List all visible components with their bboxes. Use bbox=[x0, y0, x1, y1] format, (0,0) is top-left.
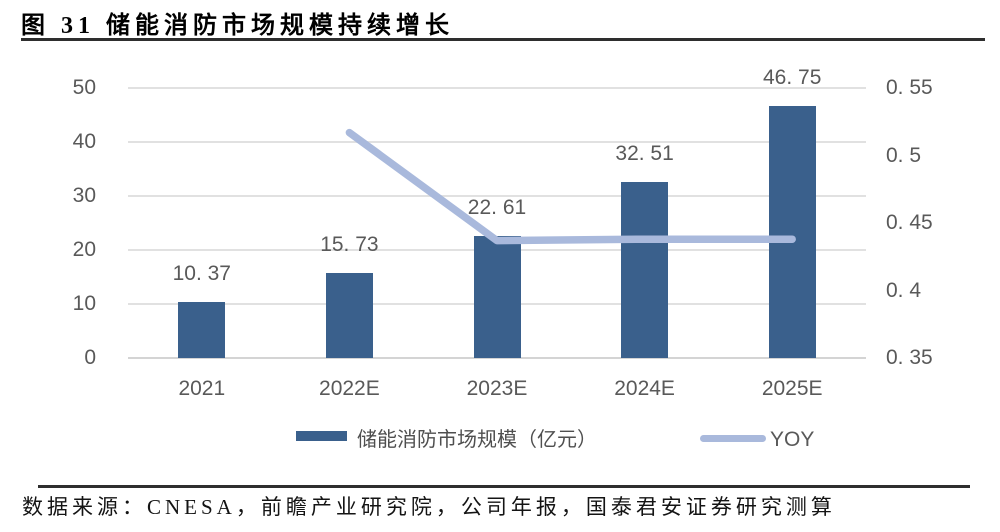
gridline bbox=[128, 141, 866, 143]
bar bbox=[178, 302, 226, 358]
gridline bbox=[128, 357, 866, 360]
bar-value-label: 22. 61 bbox=[467, 195, 527, 219]
legend-line-label: YOY bbox=[770, 428, 815, 451]
bar bbox=[473, 235, 521, 358]
bar-value-label: 15. 73 bbox=[320, 233, 379, 257]
bar-value-label: 10. 37 bbox=[172, 262, 231, 285]
source-divider bbox=[38, 485, 970, 488]
title-divider bbox=[21, 38, 985, 41]
source-note: 数据来源：CNESA，前瞻产业研究院，公司年报，国泰君安证券研究测算 bbox=[22, 495, 836, 519]
y-axis-left-label: 20 bbox=[72, 238, 96, 261]
y-axis-left-label: 50 bbox=[72, 76, 96, 99]
x-axis-label: 2023E bbox=[466, 377, 528, 400]
bar bbox=[621, 182, 669, 358]
legend-bar-label: 储能消防市场规模（亿元） bbox=[357, 429, 597, 451]
y-axis-left-label: 40 bbox=[72, 130, 96, 153]
y-axis-right-label: 0. 35 bbox=[886, 346, 933, 369]
gridline bbox=[128, 87, 866, 89]
bar bbox=[325, 273, 373, 358]
y-axis-left-label: 0 bbox=[84, 346, 96, 369]
y-axis-right-label: 0. 5 bbox=[886, 143, 922, 167]
y-axis-left-label: 30 bbox=[72, 184, 96, 207]
y-axis-left-label: 10 bbox=[72, 292, 96, 315]
y-axis-right-label: 0. 45 bbox=[886, 211, 933, 234]
figure-title: 图 31 储能消防市场规模持续增长 bbox=[21, 13, 454, 39]
bar bbox=[768, 105, 816, 358]
x-axis-label: 2021 bbox=[178, 377, 226, 400]
x-axis-label: 2025E bbox=[761, 377, 823, 400]
legend-bar-swatch bbox=[296, 431, 347, 441]
y-axis-right-label: 0. 55 bbox=[886, 76, 933, 99]
bar-value-label: 46. 75 bbox=[762, 65, 822, 89]
legend-line-swatch bbox=[700, 435, 766, 442]
bar-value-label: 32. 51 bbox=[615, 142, 674, 166]
x-axis-label: 2024E bbox=[614, 377, 675, 400]
y-axis-right-label: 0. 4 bbox=[886, 278, 922, 302]
x-axis-label: 2022E bbox=[319, 377, 380, 400]
